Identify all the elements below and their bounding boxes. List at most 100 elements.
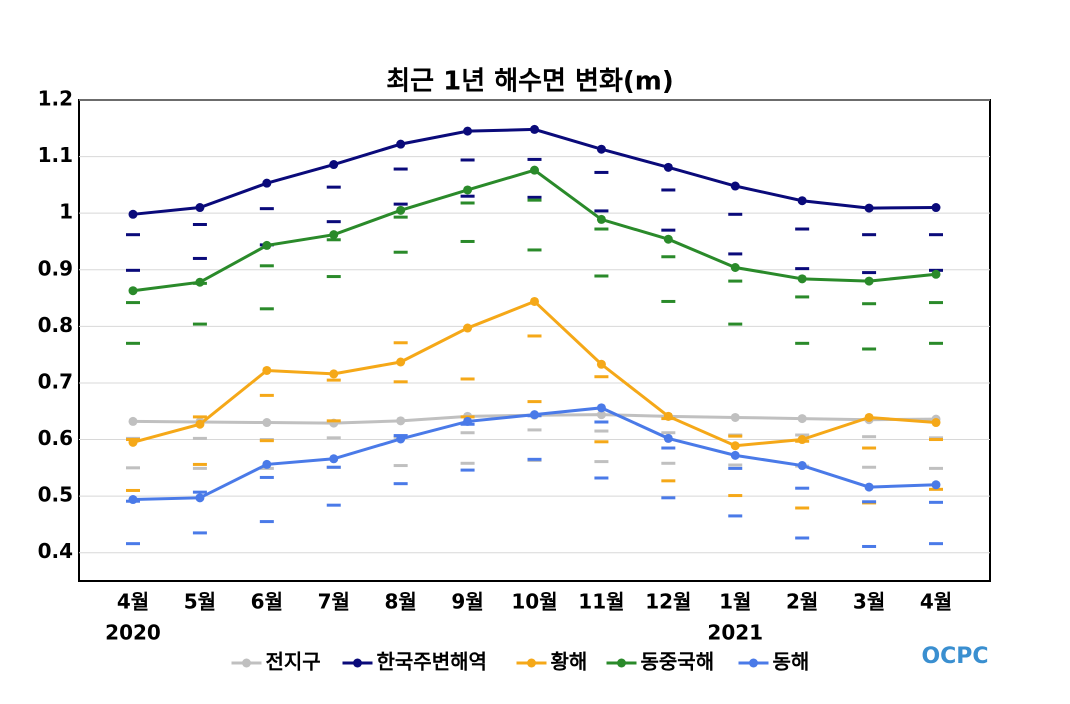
point — [329, 454, 339, 464]
legend-item: 동해 — [738, 650, 810, 674]
legend-marker — [527, 658, 536, 668]
legend-item: 한국주변해역 — [342, 650, 487, 674]
point — [195, 493, 205, 503]
point — [864, 203, 874, 213]
point — [730, 263, 740, 273]
y-tick-label: 0.8 — [38, 313, 73, 337]
y-tick-label: 0.4 — [38, 539, 73, 563]
y-tick-label: 0.9 — [38, 256, 73, 280]
point — [730, 441, 740, 451]
point — [864, 276, 874, 286]
point — [931, 203, 941, 213]
point — [596, 214, 606, 224]
x-tick-label: 8월 — [385, 590, 417, 614]
point — [463, 323, 473, 333]
legend-item: 황해 — [516, 650, 588, 674]
x-tick-label: 6월 — [251, 590, 283, 614]
legend-marker — [617, 658, 626, 668]
legend-label: 전지구 — [266, 650, 321, 674]
point — [530, 124, 539, 134]
point — [262, 418, 272, 428]
point — [663, 433, 673, 443]
x-tick-label: 11월 — [578, 590, 624, 614]
point — [864, 482, 874, 492]
x-tick-label: 7월 — [318, 590, 350, 614]
point — [329, 230, 339, 240]
legend-label: 한국주변해역 — [377, 650, 487, 674]
point — [864, 412, 874, 422]
point — [396, 205, 406, 215]
x-tick-label: 12월 — [645, 590, 691, 614]
logo: OCPC — [921, 644, 988, 669]
legend-marker — [749, 658, 758, 668]
point — [931, 269, 941, 279]
x-tick-label: 5월 — [184, 590, 216, 614]
point — [730, 181, 740, 191]
point — [797, 435, 807, 445]
chart-title: 최근 1년 해수면 변화(m) — [386, 67, 673, 97]
point — [128, 495, 138, 505]
point — [262, 240, 272, 250]
x-tick-label: 2월 — [786, 590, 818, 614]
legend-label: 동해 — [773, 650, 810, 674]
point — [797, 274, 807, 284]
point — [730, 450, 740, 460]
legend-marker — [353, 658, 362, 668]
point — [128, 437, 138, 447]
series-line — [132, 299, 937, 448]
x-tick-label: 9월 — [451, 590, 483, 614]
point — [329, 369, 339, 379]
point — [596, 144, 606, 154]
point — [128, 416, 138, 426]
point — [195, 277, 205, 287]
point — [128, 286, 138, 296]
point — [730, 412, 740, 422]
point — [530, 296, 539, 306]
legend-marker — [242, 658, 251, 668]
point — [463, 126, 473, 136]
point — [663, 411, 673, 421]
legend-item: 동중국해 — [606, 650, 715, 674]
point — [663, 234, 673, 244]
point — [463, 416, 473, 426]
point — [195, 203, 205, 213]
y-tick-label: 1.2 — [38, 87, 73, 111]
x-tick-label: 1월 — [719, 590, 751, 614]
point — [663, 162, 673, 172]
point — [396, 139, 406, 149]
x-sublabel: 2020 — [105, 621, 161, 645]
x-tick-label: 10월 — [511, 590, 557, 614]
y-tick-label: 1 — [59, 200, 73, 224]
point — [262, 459, 272, 469]
point — [931, 480, 941, 490]
point — [596, 410, 606, 420]
point — [797, 461, 807, 471]
point — [797, 196, 807, 206]
point — [396, 434, 406, 444]
legend-label: 황해 — [551, 650, 588, 674]
x-tick-label: 4월 — [117, 590, 149, 614]
point — [530, 410, 539, 420]
point — [195, 419, 205, 429]
point — [262, 178, 272, 188]
point — [396, 416, 406, 426]
point — [931, 418, 941, 428]
y-tick-label: 0.7 — [38, 369, 73, 393]
point — [596, 403, 606, 413]
point — [396, 357, 406, 367]
x-sublabel: 2021 — [707, 621, 763, 645]
point — [463, 185, 473, 195]
point — [329, 160, 339, 170]
point — [530, 165, 539, 175]
point — [262, 365, 272, 375]
legend-item: 전지구 — [231, 650, 321, 674]
y-tick-label: 1.1 — [38, 143, 73, 167]
x-tick-label: 4월 — [920, 590, 952, 614]
y-tick-label: 0.6 — [38, 426, 73, 450]
x-tick-label: 3월 — [853, 590, 885, 614]
point — [128, 209, 138, 219]
legend-label: 동중국해 — [641, 650, 715, 674]
point — [797, 414, 807, 424]
y-tick-label: 0.5 — [38, 483, 73, 507]
